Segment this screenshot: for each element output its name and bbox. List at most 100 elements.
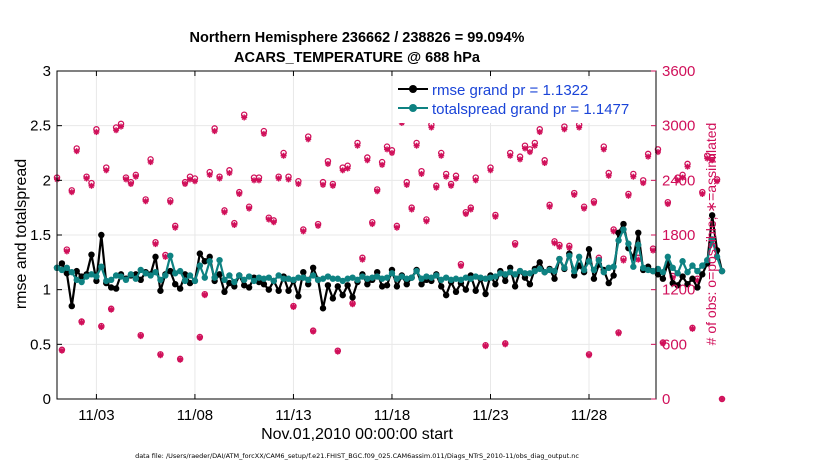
obs-assimilated-point bbox=[132, 173, 139, 180]
rmse-point bbox=[167, 267, 174, 275]
totalspread-point bbox=[561, 264, 568, 271]
totalspread-point bbox=[516, 267, 524, 275]
totalspread-point bbox=[122, 276, 130, 284]
obs-assimilated-point bbox=[704, 155, 711, 162]
obs-assimilated-point bbox=[457, 262, 464, 269]
obs-assimilated-point bbox=[615, 330, 622, 337]
obs-assimilated-point bbox=[241, 114, 248, 121]
obs-assimilated-point bbox=[600, 146, 607, 153]
totalspread-point bbox=[472, 273, 479, 280]
totalspread-point bbox=[492, 273, 499, 280]
rmse-point bbox=[68, 302, 75, 310]
totalspread-point bbox=[324, 273, 332, 280]
obs-assimilated-point bbox=[654, 149, 661, 156]
obs-assimilated-point bbox=[645, 153, 652, 160]
rmse-point bbox=[689, 275, 696, 282]
rmse-point bbox=[157, 287, 164, 294]
totalspread-point bbox=[359, 273, 366, 280]
totalspread-point bbox=[398, 273, 406, 280]
obs-assimilated-point bbox=[620, 257, 627, 264]
totalspread-point bbox=[669, 264, 676, 271]
totalspread-point bbox=[231, 278, 238, 286]
totalspread-point bbox=[575, 253, 583, 261]
totalspread-point bbox=[438, 276, 445, 284]
rmse-point bbox=[472, 287, 479, 294]
totalspread-point bbox=[600, 268, 607, 276]
totalspread-point bbox=[531, 267, 539, 275]
totalspread-point bbox=[270, 277, 277, 285]
totalspread-point bbox=[625, 240, 632, 247]
totalspread-point bbox=[403, 275, 410, 282]
obs-assimilated-point bbox=[196, 334, 203, 341]
totalspread-point bbox=[319, 275, 327, 282]
obs-assimilated-point bbox=[118, 123, 125, 130]
obs-assimilated-point bbox=[699, 191, 706, 197]
rmse-point bbox=[88, 251, 95, 258]
totalspread-point bbox=[428, 274, 435, 281]
y-axis-label-left: rmse and totalspread bbox=[13, 159, 30, 309]
rmse-point bbox=[176, 285, 184, 292]
totalspread-point bbox=[196, 262, 204, 269]
totalspread-point bbox=[290, 276, 297, 284]
rmse-point bbox=[265, 286, 273, 293]
obs-assimilated-point bbox=[206, 171, 213, 178]
y-axis-label-right: # of obs: o=possible; ∗=assimilated bbox=[703, 123, 719, 346]
rmse-point bbox=[221, 288, 228, 296]
totalspread-point bbox=[447, 276, 455, 284]
obs-assimilated-point bbox=[581, 205, 588, 212]
totalspread-point bbox=[83, 273, 90, 280]
totalspread-point bbox=[364, 275, 371, 282]
rmse-point bbox=[502, 277, 509, 285]
rmse-point bbox=[226, 279, 233, 287]
totalspread-point bbox=[511, 271, 519, 278]
obs-assimilated-point bbox=[640, 180, 647, 187]
y-tick-label-right: 3000 bbox=[662, 118, 695, 135]
rmse-point bbox=[521, 274, 529, 281]
y-tick-label-left: 0 bbox=[43, 391, 51, 408]
obs-assimilated-point bbox=[659, 340, 666, 347]
obs-assimilated-point bbox=[359, 256, 366, 263]
obs-assimilated-point bbox=[78, 319, 85, 326]
obs-assimilated-point bbox=[689, 325, 696, 332]
obs-assimilated-point bbox=[265, 216, 272, 223]
totalspread-point bbox=[285, 275, 292, 282]
obs-assimilated-point bbox=[531, 142, 538, 149]
totalspread-point bbox=[595, 256, 603, 264]
obs-assimilated-point bbox=[526, 149, 533, 156]
totalspread-point bbox=[467, 275, 474, 282]
obs-assimilated-point bbox=[147, 159, 154, 166]
y-tick-label-right: 1200 bbox=[662, 282, 695, 299]
totalspread-point bbox=[644, 266, 652, 274]
rmse-point bbox=[319, 305, 327, 312]
totalspread-point bbox=[462, 274, 470, 281]
obs-assimilated-point bbox=[83, 175, 90, 182]
rmse-point bbox=[201, 258, 208, 265]
rmse-point bbox=[309, 264, 317, 271]
obs-assimilated-point bbox=[536, 129, 543, 136]
obs-assimilated-point bbox=[295, 180, 302, 187]
obs-assimilated-point bbox=[315, 222, 322, 229]
totalspread-point bbox=[216, 256, 223, 264]
rmse-point bbox=[344, 282, 351, 289]
obs-assimilated-point bbox=[384, 146, 391, 153]
obs-count-series bbox=[53, 107, 726, 403]
rmse-point bbox=[452, 288, 460, 296]
obs-assimilated-point bbox=[369, 221, 376, 228]
rmse-point bbox=[300, 268, 307, 276]
obs-assimilated-point bbox=[610, 228, 617, 235]
totalspread-point bbox=[605, 264, 612, 271]
obs-assimilated-point bbox=[152, 241, 159, 248]
rmse-point bbox=[699, 271, 706, 278]
obs-assimilated-point bbox=[167, 199, 174, 206]
obs-assimilated-point bbox=[418, 170, 425, 177]
obs-assimilated-point bbox=[108, 306, 115, 313]
rmse-point bbox=[610, 272, 617, 279]
rmse-point bbox=[206, 253, 213, 261]
obs-assimilated-point bbox=[423, 218, 430, 225]
grid-lines bbox=[57, 71, 656, 399]
rmse-point bbox=[231, 283, 238, 290]
obs-assimilated-point bbox=[714, 178, 721, 185]
totalspread-point bbox=[487, 274, 494, 281]
rmse-point bbox=[438, 283, 445, 290]
obs-assimilated-point bbox=[191, 178, 198, 185]
